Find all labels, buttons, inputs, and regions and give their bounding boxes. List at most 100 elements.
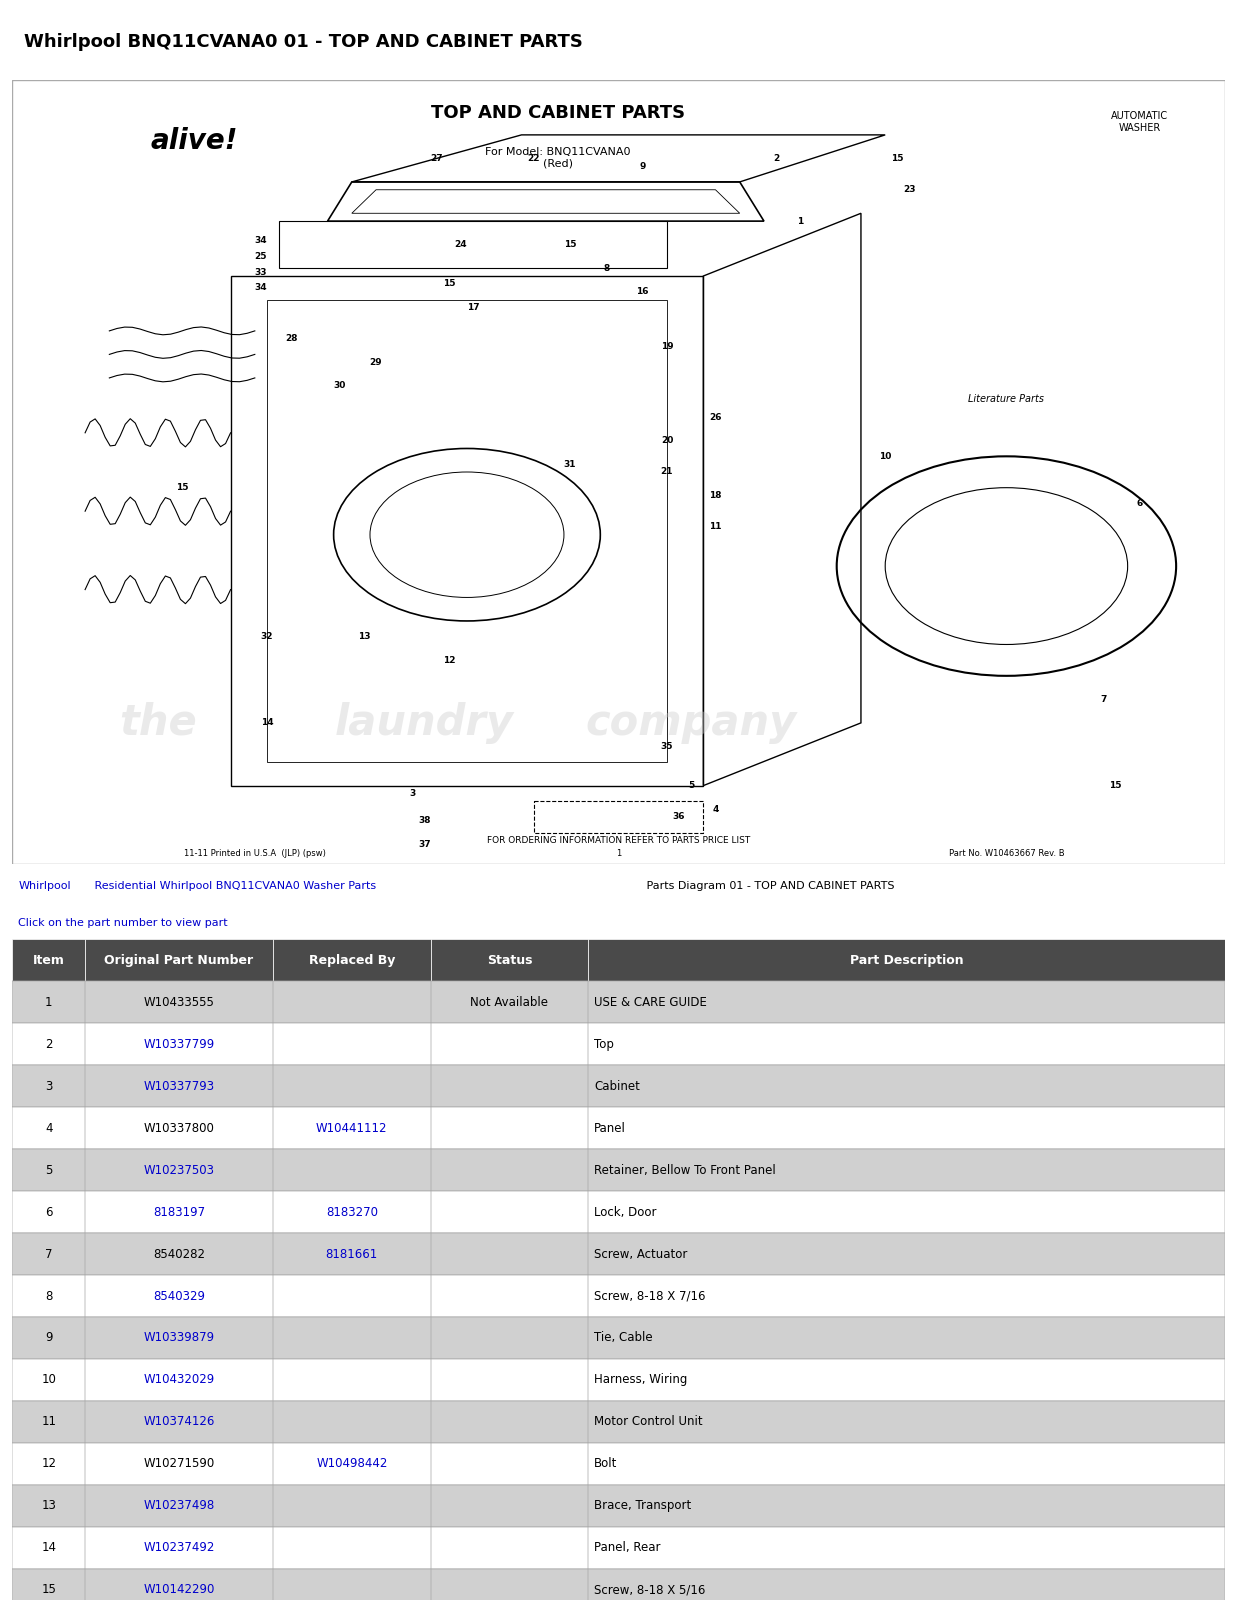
- Bar: [430, 1443, 589, 1485]
- Bar: [12, 1570, 85, 1600]
- Text: 16: 16: [637, 286, 649, 296]
- Bar: [589, 1149, 1225, 1190]
- Text: 37: 37: [418, 840, 430, 850]
- Bar: [430, 1402, 589, 1443]
- Bar: [589, 1275, 1225, 1317]
- Text: Replaced By: Replaced By: [308, 954, 395, 966]
- Bar: [430, 1317, 589, 1358]
- Text: 34: 34: [255, 237, 267, 245]
- Text: Whirlpool: Whirlpool: [19, 880, 71, 891]
- Text: 22: 22: [527, 154, 539, 163]
- Text: 7: 7: [1100, 694, 1107, 704]
- Text: 5: 5: [45, 1163, 52, 1176]
- Bar: [12, 1022, 85, 1066]
- Bar: [280, 221, 667, 269]
- Text: 33: 33: [255, 267, 267, 277]
- Bar: [12, 1358, 85, 1402]
- Bar: [85, 1190, 273, 1234]
- Text: Retainer, Bellow To Front Panel: Retainer, Bellow To Front Panel: [594, 1163, 776, 1176]
- Text: 34: 34: [255, 283, 267, 293]
- Text: 1: 1: [616, 850, 621, 858]
- Text: the: the: [119, 702, 197, 744]
- Bar: [273, 1358, 430, 1402]
- Text: 8540282: 8540282: [153, 1248, 205, 1261]
- Bar: [85, 1485, 273, 1526]
- Bar: [273, 981, 430, 1022]
- Bar: [589, 1443, 1225, 1485]
- Text: Literature Parts: Literature Parts: [969, 394, 1044, 403]
- Bar: [430, 1066, 589, 1107]
- Bar: [430, 1190, 589, 1234]
- Text: 1: 1: [797, 216, 804, 226]
- Text: 23: 23: [903, 186, 915, 194]
- Text: W10142290: W10142290: [143, 1584, 215, 1597]
- Text: Whirlpool BNQ11CVANA0 01 - TOP AND CABINET PARTS: Whirlpool BNQ11CVANA0 01 - TOP AND CABIN…: [25, 32, 584, 51]
- Text: Panel, Rear: Panel, Rear: [594, 1541, 661, 1554]
- Text: Motor Control Unit: Motor Control Unit: [594, 1416, 703, 1429]
- Bar: [430, 1107, 589, 1149]
- Text: 11-11 Printed in U.S.A  (JLP) (psw): 11-11 Printed in U.S.A (JLP) (psw): [184, 850, 325, 858]
- Text: Tie, Cable: Tie, Cable: [594, 1331, 653, 1344]
- Text: 15: 15: [176, 483, 188, 493]
- Text: W10339879: W10339879: [143, 1331, 214, 1344]
- Text: Item: Item: [33, 954, 64, 966]
- Text: 12: 12: [443, 656, 455, 664]
- Text: W10337800: W10337800: [143, 1122, 214, 1134]
- Text: 1: 1: [45, 995, 52, 1008]
- Text: 15: 15: [891, 154, 903, 163]
- Text: 15: 15: [443, 280, 455, 288]
- Bar: [273, 1526, 430, 1570]
- Bar: [12, 1526, 1225, 1570]
- Bar: [85, 1022, 273, 1066]
- Text: 19: 19: [661, 342, 673, 350]
- Bar: [589, 1107, 1225, 1149]
- Text: 4: 4: [713, 805, 719, 814]
- Text: 32: 32: [261, 632, 273, 642]
- Bar: [12, 1402, 1225, 1443]
- Text: W10237492: W10237492: [143, 1541, 215, 1554]
- Bar: [85, 1066, 273, 1107]
- Text: Harness, Wiring: Harness, Wiring: [594, 1373, 688, 1387]
- Text: W10337799: W10337799: [143, 1038, 215, 1051]
- Text: 8181661: 8181661: [325, 1248, 379, 1261]
- Bar: [430, 1234, 589, 1275]
- Text: 2: 2: [45, 1038, 52, 1051]
- Text: Original Part Number: Original Part Number: [104, 954, 254, 966]
- Text: Click on the part number to view part: Click on the part number to view part: [19, 917, 228, 928]
- Bar: [12, 1402, 85, 1443]
- Bar: [589, 1402, 1225, 1443]
- Text: Residential Whirlpool BNQ11CVANA0 Washer Parts: Residential Whirlpool BNQ11CVANA0 Washer…: [92, 880, 376, 891]
- Text: AUTOMATIC
WASHER: AUTOMATIC WASHER: [1111, 112, 1168, 133]
- Text: 31: 31: [564, 459, 576, 469]
- Bar: [589, 1317, 1225, 1358]
- Bar: [273, 1402, 430, 1443]
- Bar: [85, 1107, 273, 1149]
- Text: 21: 21: [661, 467, 673, 477]
- Bar: [12, 1149, 85, 1190]
- Text: 14: 14: [261, 718, 273, 728]
- Text: W10237498: W10237498: [143, 1499, 215, 1512]
- Bar: [589, 1485, 1225, 1526]
- Text: 38: 38: [418, 816, 430, 826]
- Bar: [589, 939, 1225, 981]
- Text: Screw, Actuator: Screw, Actuator: [594, 1248, 688, 1261]
- Text: Brace, Transport: Brace, Transport: [594, 1499, 691, 1512]
- Text: alive!: alive!: [151, 126, 238, 155]
- Bar: [430, 1275, 589, 1317]
- Bar: [12, 1107, 1225, 1149]
- Bar: [12, 1358, 1225, 1402]
- Text: 5: 5: [688, 781, 694, 790]
- Bar: [12, 1570, 1225, 1600]
- Text: 13: 13: [357, 632, 370, 642]
- Text: W10498442: W10498442: [317, 1458, 387, 1470]
- Bar: [12, 981, 1225, 1022]
- Text: 9: 9: [45, 1331, 52, 1344]
- Bar: [85, 1443, 273, 1485]
- Bar: [589, 981, 1225, 1022]
- Text: For Model: BNQ11CVANA0
(Red): For Model: BNQ11CVANA0 (Red): [485, 147, 631, 168]
- Text: 2: 2: [773, 154, 779, 163]
- Bar: [12, 981, 85, 1022]
- Text: Panel: Panel: [594, 1122, 626, 1134]
- Text: company: company: [585, 702, 797, 744]
- Bar: [589, 1570, 1225, 1600]
